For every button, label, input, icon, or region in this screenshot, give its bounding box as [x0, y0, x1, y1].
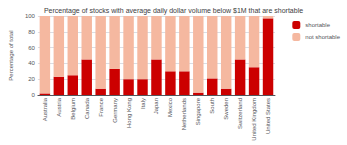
svg-text:Canada: Canada: [84, 97, 90, 119]
svg-text:Switzerland: Switzerland: [237, 98, 243, 129]
svg-text:shortable: shortable: [305, 22, 330, 28]
svg-text:0: 0: [32, 92, 36, 98]
svg-text:Percentage of stocks with aver: Percentage of stocks with average daily …: [44, 7, 303, 15]
svg-text:Hong Kong: Hong Kong: [126, 98, 132, 128]
svg-text:Australia: Australia: [42, 97, 48, 121]
svg-text:Italy: Italy: [140, 98, 146, 109]
svg-text:United States: United States: [265, 98, 271, 134]
svg-text:80: 80: [28, 29, 35, 35]
svg-text:40: 40: [28, 60, 35, 66]
svg-text:Belgium: Belgium: [70, 98, 76, 120]
svg-text:United Kingdom: United Kingdom: [251, 98, 257, 141]
svg-text:Austria: Austria: [56, 97, 62, 116]
svg-text:Germany: Germany: [112, 98, 118, 123]
svg-text:Sweden: Sweden: [223, 98, 229, 120]
svg-text:South: South: [209, 98, 215, 114]
svg-text:Japan: Japan: [153, 98, 159, 114]
svg-text:Percentage of total: Percentage of total: [8, 30, 14, 80]
svg-text:Mexico: Mexico: [167, 97, 173, 117]
svg-text:not shortable: not shortable: [305, 34, 340, 40]
svg-text:France: France: [98, 97, 104, 116]
svg-text:20: 20: [28, 76, 35, 82]
svg-text:Netherlands: Netherlands: [181, 98, 187, 130]
svg-text:Singapore: Singapore: [195, 97, 201, 125]
svg-text:100: 100: [25, 13, 36, 19]
svg-text:60: 60: [28, 45, 35, 51]
